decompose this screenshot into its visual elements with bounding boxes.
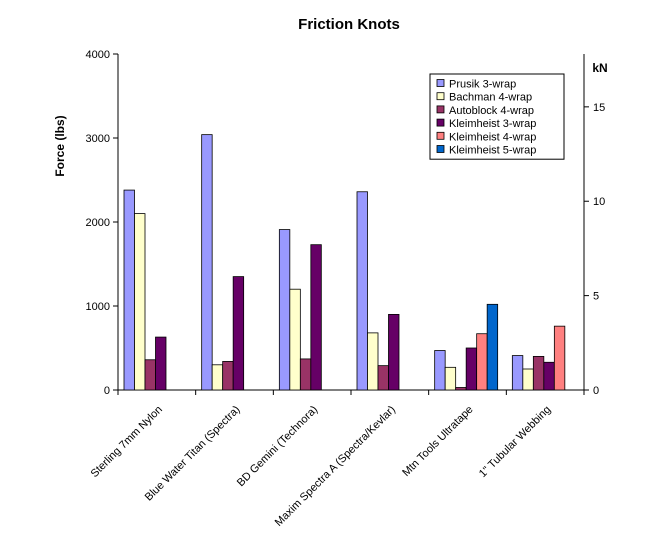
y-axis-label: Force (lbs)	[53, 115, 67, 176]
bar	[553, 325, 566, 391]
bar	[476, 333, 488, 391]
bar	[155, 336, 167, 391]
bar	[289, 288, 301, 391]
bar	[310, 244, 322, 391]
bar	[299, 358, 312, 391]
bar	[201, 134, 213, 391]
legend-label: Kleimheist 4-wrap	[449, 131, 536, 143]
bar	[222, 361, 234, 391]
chart-title: Friction Knots	[298, 16, 400, 33]
bar	[543, 361, 555, 391]
bar	[356, 191, 368, 391]
x-tick-label: Mtn Tools Ultratape	[400, 404, 475, 479]
legend-swatch	[436, 92, 445, 101]
y-tick-label: 2000	[86, 217, 110, 229]
bar	[278, 229, 291, 391]
y-tick-label: 4000	[86, 49, 110, 61]
legend-swatch	[436, 118, 445, 127]
legend-swatch	[436, 105, 445, 114]
legend-label: Bachman 4-wrap	[449, 92, 532, 104]
bar	[388, 313, 400, 391]
legend-label: Kleimheist 5-wrap	[449, 145, 536, 157]
bar	[444, 366, 457, 391]
secondary-y-tick-label: 0	[593, 385, 599, 397]
y-tick-label: 1000	[86, 301, 110, 313]
bar	[123, 189, 135, 391]
bar	[532, 355, 545, 391]
bar	[486, 303, 499, 391]
x-tick-label: Maxim Spectra A (Spectra/Kevlar)	[273, 404, 398, 529]
bar	[522, 368, 534, 391]
secondary-y-tick-label: 5	[593, 291, 599, 303]
bar	[144, 359, 156, 391]
legend-swatch	[436, 79, 445, 87]
x-tick-label: BD Gemini (Technora)	[235, 404, 320, 489]
secondary-y-tick-label: 15	[593, 102, 605, 114]
legend-label: Autoblock 4-wrap	[449, 105, 534, 117]
bar	[511, 355, 524, 391]
legend-swatch	[436, 131, 445, 140]
bar	[134, 213, 146, 391]
bar	[434, 350, 446, 391]
bar	[377, 365, 389, 391]
y-tick-label: 0	[104, 385, 110, 397]
x-tick-label: 1" Tubular Webbing	[477, 404, 553, 480]
legend-label: Kleimheist 3-wrap	[449, 118, 536, 130]
x-tick-label: Sterling 7mm Nylon	[89, 404, 165, 480]
bar	[232, 276, 245, 391]
secondary-y-axis-label: kN	[592, 61, 607, 75]
legend-label: Prusik 3-wrap	[449, 79, 516, 91]
secondary-y-tick-label: 10	[593, 196, 605, 208]
y-tick-label: 3000	[86, 133, 110, 145]
bar	[367, 332, 379, 391]
legend-box	[429, 73, 565, 160]
bar	[455, 387, 467, 391]
legend-swatch	[436, 145, 445, 153]
bar	[465, 347, 478, 391]
bar	[211, 364, 224, 391]
